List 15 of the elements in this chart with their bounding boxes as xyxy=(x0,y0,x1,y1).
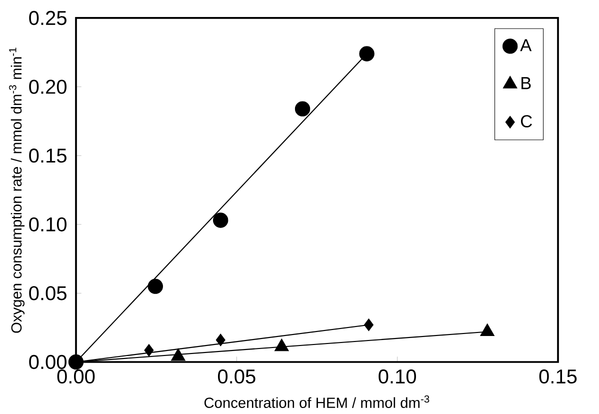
legend-label: A xyxy=(520,39,532,52)
y-tick-label: 0.10 xyxy=(29,217,66,232)
x-axis-title: Concentration of HEM / mmol dm$^{-3}$ xyxy=(204,395,430,408)
y-tick-label: 0.25 xyxy=(29,10,66,26)
y-tick-label: 0.15 xyxy=(29,148,66,163)
y-tick-label: 0.00 xyxy=(29,354,66,370)
y-tick-label: 0.05 xyxy=(29,286,66,300)
legend-label: B xyxy=(522,77,531,90)
x-tick-label: 0.05 xyxy=(218,369,256,384)
legend-label: C xyxy=(520,115,532,128)
y-axis-title: Oxygen consumption rate / mmol dm$^{-3}$ min$^{-1}$ xyxy=(9,48,25,333)
x-tick-label: 0.15 xyxy=(539,369,577,384)
y-tick-label: 0.20 xyxy=(29,80,66,94)
x-tick-label: 0.10 xyxy=(378,369,416,384)
x-tick-label: 0.00 xyxy=(57,369,95,384)
